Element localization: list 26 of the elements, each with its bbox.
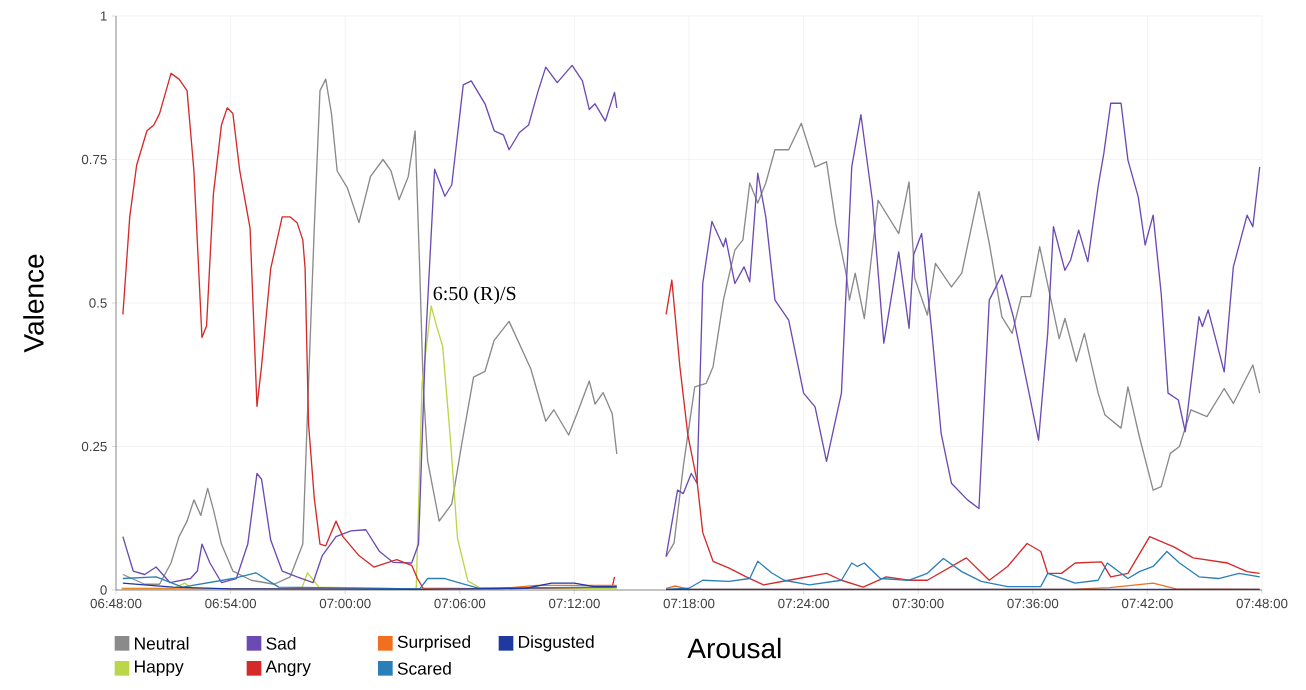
x-tick-label: 07:00:00	[319, 598, 371, 609]
x-axis-title: Arousal	[687, 637, 781, 659]
x-tick-label: 07:48:00	[1236, 598, 1288, 609]
annotation: 6:50 (R)/S	[433, 286, 516, 305]
x-tick-label: 07:36:00	[1007, 598, 1059, 609]
legend-label: Surprised	[397, 635, 470, 652]
x-tick-label: 06:54:00	[205, 598, 257, 609]
y-tick-label: 0.5	[89, 298, 107, 308]
x-tick-label: 07:06:00	[434, 598, 486, 609]
x-tick-label: 07:30:00	[892, 598, 944, 609]
y-tick-label: 0	[100, 585, 107, 595]
legend-label: Angry	[265, 660, 311, 677]
legend-label: Scared	[397, 661, 451, 675]
y-tick-label: 0.25	[81, 441, 107, 452]
x-tick-label: 07:42:00	[1121, 598, 1173, 609]
x-tick-label: 06:48:00	[90, 598, 142, 609]
y-tick-label: 0.75	[81, 154, 107, 165]
x-tick-label: 07:24:00	[778, 598, 830, 609]
legend-label: Neutral	[135, 636, 189, 650]
y-axis-title: Valence	[23, 254, 44, 353]
y-tick-label: 1	[100, 11, 107, 21]
legend-label: Happy	[135, 660, 184, 677]
x-tick-label: 07:18:00	[663, 598, 715, 609]
legend-label: Disgusted	[519, 635, 594, 652]
legend-label: Sad	[266, 636, 296, 650]
x-tick-label: 07:12:00	[548, 598, 600, 609]
